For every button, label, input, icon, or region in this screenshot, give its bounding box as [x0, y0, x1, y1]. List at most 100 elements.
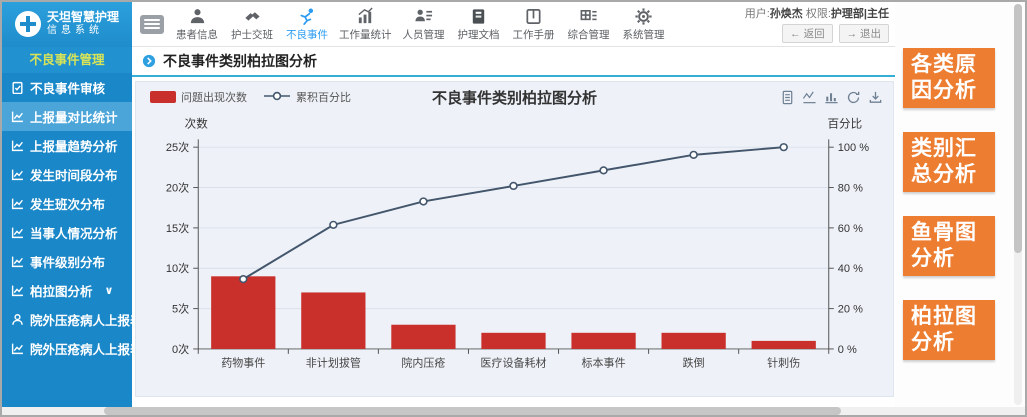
topbar-buttons: ← 返回 → 退出 [782, 24, 889, 43]
logo-subtitle: 信息系统 [46, 25, 103, 37]
section-arrow-icon [142, 54, 156, 68]
logout-icon: → [846, 28, 858, 40]
sidebar-header: 不良事件管理 [2, 47, 132, 73]
handshake-icon [243, 7, 262, 26]
nav-item-patient-info[interactable]: 患者信息 [174, 7, 220, 42]
role-prefix: 权限: [805, 8, 831, 20]
svg-text:针刺伤: 针刺伤 [767, 356, 800, 370]
user-prefix: 用户: [744, 8, 770, 20]
sidebar-item-time-period-distribution[interactable]: 发生时间段分布 [2, 160, 132, 189]
back-button[interactable]: ← 返回 [782, 24, 833, 43]
main-content: 不良事件类别柏拉图分析 问题出现次数 累积百分比 不良事件类别柏拉图分析 [132, 47, 899, 407]
svg-text:5次: 5次 [172, 302, 189, 316]
nav-item-nursing-docs[interactable]: 护理文档 [456, 7, 502, 42]
nav-item-workload-stats[interactable]: 工作量统计 [339, 6, 392, 42]
pareto-chart-svg: 0次 0 % 5次 20 % 10次 40 % 15次 60 % 20次 80 % 25次 100 %… [166, 117, 870, 370]
chart-toolbox [780, 90, 883, 105]
analysis-shortcuts: 各类原因分析 类别汇总分析 鱼骨图分析 柏拉图分析 [895, 2, 1025, 360]
sidebar-item-external-pressure-ulcer-report-2[interactable]: 院外压疮病人上报表 [2, 334, 143, 363]
chevron-down-icon: ∨ [104, 285, 114, 297]
sidebar-item-involved-person-analysis[interactable]: 当事人情况分析 [2, 218, 132, 247]
person-icon [12, 314, 23, 325]
quick-link-fishbone-analysis[interactable]: 鱼骨图分析 [903, 216, 995, 276]
bar-chart-icon [356, 6, 375, 26]
document-icon [469, 7, 488, 26]
role-value: 护理部|主任 [830, 8, 889, 20]
top-navigation: 患者信息 护士交班 不良事件 工作量统计 人员管理 护理文档 [174, 6, 667, 42]
sidebar-item-report-comparison[interactable]: 上报量对比统计 [2, 102, 132, 131]
nav-item-system-mgmt[interactable]: 系统管理 [621, 7, 667, 42]
vertical-scrollbar[interactable] [1014, 4, 1022, 405]
patient-icon [188, 7, 207, 26]
svg-text:医疗设备耗材: 医疗设备耗材 [480, 356, 546, 370]
svg-text:标本事件: 标本事件 [582, 356, 626, 370]
app-logo: 天坦智慧护理 信息系统 [2, 2, 132, 47]
sidebar-item-pareto-analysis[interactable]: 柏拉图分析 ∨ [2, 276, 132, 305]
download-icon[interactable] [868, 90, 883, 105]
logout-button[interactable]: → 退出 [838, 24, 889, 43]
logo-text: 天坦智慧护理 信息系统 [46, 11, 119, 37]
grid-list-icon [579, 7, 598, 26]
chart-legend: 问题出现次数 累积百分比 [150, 89, 351, 105]
falling-person-icon [298, 7, 317, 26]
svg-text:药物事件: 药物事件 [221, 356, 265, 370]
nav-item-adverse-event[interactable]: 不良事件 [284, 7, 330, 42]
nav-item-personnel-mgmt[interactable]: 人员管理 [401, 7, 447, 42]
hamburger-icon [144, 19, 160, 21]
sidebar-item-event-level-distribution[interactable]: 事件级别分布 [2, 247, 132, 276]
book-icon [524, 7, 543, 26]
data-view-icon[interactable] [780, 90, 795, 105]
sidebar-item-external-pressure-ulcer-report-1[interactable]: 院外压疮病人上报表 [2, 305, 143, 334]
legend-line-series[interactable]: 累积百分比 [263, 89, 351, 105]
user-name: 孙焕杰 [769, 8, 803, 20]
logo-icon [14, 11, 41, 37]
svg-text:百分比: 百分比 [828, 118, 863, 131]
svg-text:40 %: 40 % [838, 263, 863, 275]
horizontal-scrollbar[interactable] [2, 407, 1025, 415]
menu-toggle-button[interactable] [140, 14, 164, 34]
nav-item-comprehensive-mgmt[interactable]: 综合管理 [566, 7, 612, 42]
horizontal-scrollbar-thumb[interactable] [104, 407, 841, 415]
svg-text:15次: 15次 [166, 221, 189, 235]
line-chart-icon [11, 169, 23, 181]
sidebar-item-report-trend[interactable]: 上报量趋势分析 [2, 131, 132, 160]
people-list-icon [414, 7, 433, 26]
pareto-chart-card: 问题出现次数 累积百分比 不良事件类别柏拉图分析 0次 0 % 5次 20 % 10次 [135, 81, 894, 397]
svg-text:次数: 次数 [185, 117, 209, 131]
svg-text:60 %: 60 % [838, 223, 863, 235]
quick-link-category-summary[interactable]: 类别汇总分析 [903, 132, 995, 192]
sidebar-item-shift-distribution[interactable]: 发生班次分布 [2, 189, 132, 218]
vertical-scrollbar-thumb[interactable] [1014, 4, 1022, 253]
legend-bar-series[interactable]: 问题出现次数 [150, 89, 247, 105]
line-chart-icon [11, 198, 23, 210]
topbar: 天坦智慧护理 信息系统 患者信息 护士交班 不良事件 工作量统计 [2, 2, 899, 47]
nav-item-work-manual[interactable]: 工作手册 [511, 7, 557, 42]
svg-text:10次: 10次 [166, 261, 189, 275]
line-chart-icon [11, 227, 23, 239]
svg-text:25次: 25次 [166, 140, 189, 154]
user-area: 用户:孙焕杰 权限:护理部|主任 ← 返回 → 退出 [745, 5, 899, 43]
page-header: 不良事件类别柏拉图分析 [132, 47, 898, 77]
chart-header: 问题出现次数 累积百分比 不良事件类别柏拉图分析 [136, 82, 893, 108]
svg-text:100 %: 100 % [838, 142, 870, 154]
quick-link-cause-analysis[interactable]: 各类原因分析 [903, 48, 995, 108]
svg-text:院内压疮: 院内压疮 [401, 356, 445, 370]
line-chart-icon [11, 343, 23, 355]
line-chart-icon [11, 111, 23, 123]
line-toggle-icon[interactable] [802, 90, 817, 105]
gear-icon [634, 7, 653, 26]
line-marker-icon [263, 90, 291, 105]
sidebar: 不良事件管理 不良事件审核 上报量对比统计 上报量趋势分析 发生时间段分布 发生… [2, 47, 143, 407]
restore-icon[interactable] [846, 90, 861, 105]
nav-item-nurse-handover[interactable]: 护士交班 [229, 7, 275, 42]
bar-toggle-icon[interactable] [824, 90, 839, 105]
quick-link-pareto-analysis[interactable]: 柏拉图分析 [903, 300, 995, 360]
svg-text:0 %: 0 % [838, 344, 857, 356]
bar-swatch-icon [150, 91, 176, 103]
svg-text:20 %: 20 % [838, 304, 863, 316]
line-chart-icon [11, 256, 23, 268]
svg-text:20次: 20次 [166, 181, 189, 195]
right-panel: 各类原因分析 类别汇总分析 鱼骨图分析 柏拉图分析 [895, 2, 1025, 407]
sidebar-item-adverse-event-audit[interactable]: 不良事件审核 [2, 73, 132, 102]
line-chart-icon [11, 285, 23, 297]
